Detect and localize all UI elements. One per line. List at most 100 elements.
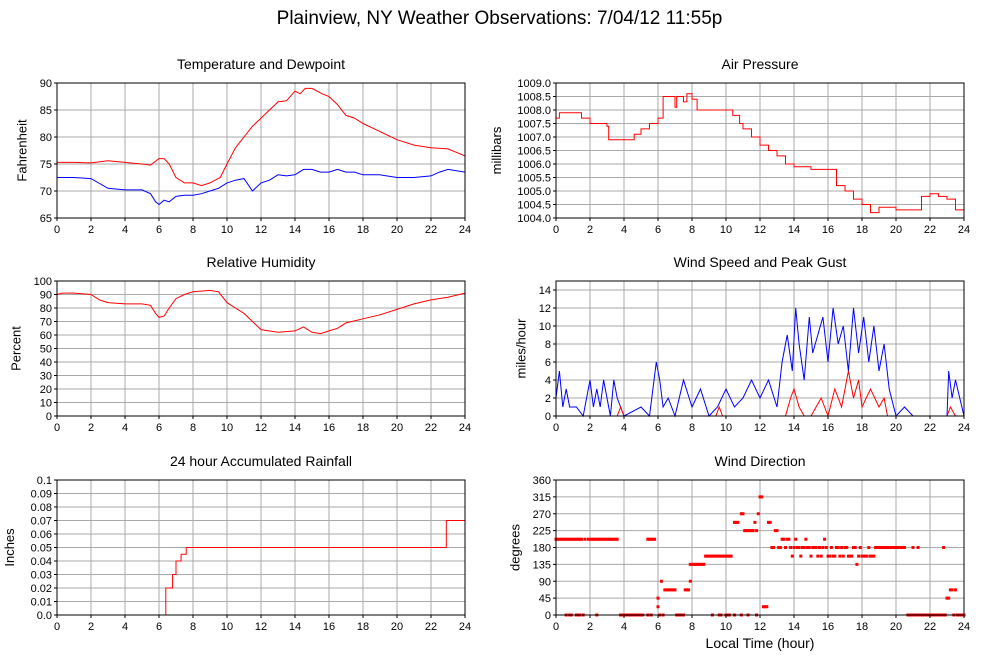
wind-direction-x-tick-label: 24	[958, 621, 970, 633]
wind-direction-data-point	[853, 546, 857, 549]
24-hour-accumulated-rainfall-x-tick-label: 14	[289, 621, 301, 633]
wind-direction-data-point	[819, 554, 823, 558]
24-hour-accumulated-rainfall-y-axis-label: Inches	[2, 528, 17, 567]
temperature-and-dewpoint-title: Temperature and Dewpoint	[177, 56, 345, 72]
wind-direction-data-point	[824, 546, 828, 549]
relative-humidity-x-tick-label: 18	[357, 422, 369, 434]
relative-humidity-x-tick-label: 10	[221, 422, 233, 434]
wind-direction-data-point	[777, 546, 781, 549]
wind-direction-data-point	[605, 537, 609, 541]
wind-direction-data-point	[848, 554, 852, 558]
wind-direction-data-point	[778, 546, 782, 549]
temperature-and-dewpoint-y-tick-label: 85	[40, 105, 52, 117]
wind-direction-data-point	[614, 537, 617, 541]
wind-direction-data-point	[607, 537, 611, 541]
wind-speed-and-peak-gust-y-tick-label: 6	[545, 357, 551, 369]
wind-direction-data-point	[610, 537, 614, 541]
wind-direction-data-point	[784, 546, 787, 549]
wind-direction-data-point	[690, 562, 694, 566]
wind-direction-data-point	[733, 520, 736, 524]
wind-direction-data-point	[770, 546, 774, 549]
wind-direction-data-point	[712, 554, 716, 558]
wind-direction-data-point	[772, 546, 776, 549]
wind-direction-data-point	[809, 554, 813, 558]
wind-speed-and-peak-gust-series-line-1	[556, 370, 964, 418]
air-pressure-series-line-0	[556, 93, 965, 214]
relative-humidity-x-tick-label: 20	[391, 422, 403, 434]
wind-direction-data-point	[755, 529, 759, 533]
wind-direction-x-tick-label: 0	[553, 621, 559, 633]
wind-direction-data-point	[748, 529, 752, 533]
wind-speed-and-peak-gust-y-tick-label: 10	[539, 321, 551, 333]
wind-direction-x-tick-label: 4	[621, 621, 627, 633]
wind-direction-data-point	[590, 537, 594, 541]
24-hour-accumulated-rainfall-x-tick-label: 4	[122, 621, 128, 633]
wind-direction-data-point	[841, 554, 845, 558]
wind-direction-data-point	[576, 537, 580, 541]
wind-direction-data-point	[695, 562, 699, 566]
wind-direction-data-point	[901, 546, 905, 549]
wind-direction-data-point	[816, 554, 820, 558]
wind-direction-data-point	[947, 596, 951, 600]
wind-direction-data-point	[877, 546, 881, 549]
temperature-and-dewpoint-x-tick-label: 18	[357, 224, 369, 236]
wind-speed-and-peak-gust-y-axis-label: miles/hour	[514, 318, 529, 379]
wind-direction-data-point	[563, 537, 566, 541]
wind-direction-data-point	[704, 554, 708, 558]
wind-direction-y-tick-label: 90	[539, 576, 551, 588]
wind-direction-data-point	[767, 520, 770, 524]
wind-direction-data-point	[874, 546, 878, 549]
wind-direction-data-point	[591, 537, 595, 541]
wind-direction-data-point	[598, 537, 602, 541]
wind-direction-data-point	[615, 537, 619, 541]
temperature-and-dewpoint-x-tick-label: 8	[190, 224, 196, 236]
air-pressure-x-tick-label: 24	[958, 224, 970, 236]
wind-direction-data-point	[882, 546, 886, 549]
wind-direction-data-point	[653, 537, 657, 541]
wind-direction-data-point	[734, 520, 738, 524]
wind-direction-data-point	[668, 588, 672, 592]
wind-direction-data-point	[612, 537, 616, 541]
24-hour-accumulated-rainfall-y-tick-label: 0.07	[31, 516, 52, 528]
wind-direction-data-point	[862, 554, 866, 558]
wind-direction-data-point	[860, 554, 864, 558]
wind-direction-x-tick-label: 18	[856, 621, 868, 633]
wind-direction-data-point	[894, 546, 898, 549]
wind-direction-data-point	[884, 546, 888, 549]
wind-direction-data-point	[721, 554, 725, 558]
wind-direction-data-point	[744, 529, 748, 533]
wind-direction-data-point	[726, 554, 730, 558]
wind-direction-data-point	[835, 546, 838, 549]
temperature-and-dewpoint-y-tick-label: 90	[40, 78, 52, 90]
wind-direction-data-point	[828, 554, 832, 558]
temperature-and-dewpoint-x-tick-label: 24	[459, 224, 471, 236]
wind-direction-data-point	[663, 588, 667, 592]
air-pressure-y-tick-label: 1005.0	[517, 186, 551, 198]
wind-direction-data-point	[649, 537, 653, 541]
wind-direction-x-tick-label: 6	[655, 621, 661, 633]
wind-direction-data-point	[714, 554, 718, 558]
wind-direction-data-point	[557, 537, 561, 541]
wind-direction-data-point	[593, 537, 597, 541]
air-pressure-y-tick-label: 1008.5	[517, 92, 551, 104]
wind-direction-data-point	[857, 554, 861, 558]
air-pressure-x-tick-label: 14	[788, 224, 800, 236]
wind-direction-data-point	[875, 546, 879, 549]
wind-direction-data-point	[802, 546, 806, 549]
wind-direction-data-point	[826, 554, 830, 558]
relative-humidity-x-tick-label: 12	[255, 422, 267, 434]
wind-direction-data-point	[787, 537, 791, 541]
temperature-and-dewpoint-y-tick-label: 70	[40, 186, 52, 198]
wind-direction-y-axis-label: degrees	[507, 524, 522, 571]
temperature-and-dewpoint-series-line-1	[57, 168, 466, 206]
relative-humidity-x-tick-label: 6	[156, 422, 162, 434]
wind-direction-data-point	[673, 588, 677, 592]
wind-direction-data-point	[821, 546, 825, 549]
wind-direction-data-point	[564, 537, 568, 541]
wind-direction-x-tick-label: 12	[754, 621, 766, 633]
24-hour-accumulated-rainfall-y-tick-label: 0.03	[31, 570, 52, 582]
24-hour-accumulated-rainfall-x-tick-label: 2	[88, 621, 94, 633]
24-hour-accumulated-rainfall-title: 24 hour Accumulated Rainfall	[170, 453, 352, 469]
